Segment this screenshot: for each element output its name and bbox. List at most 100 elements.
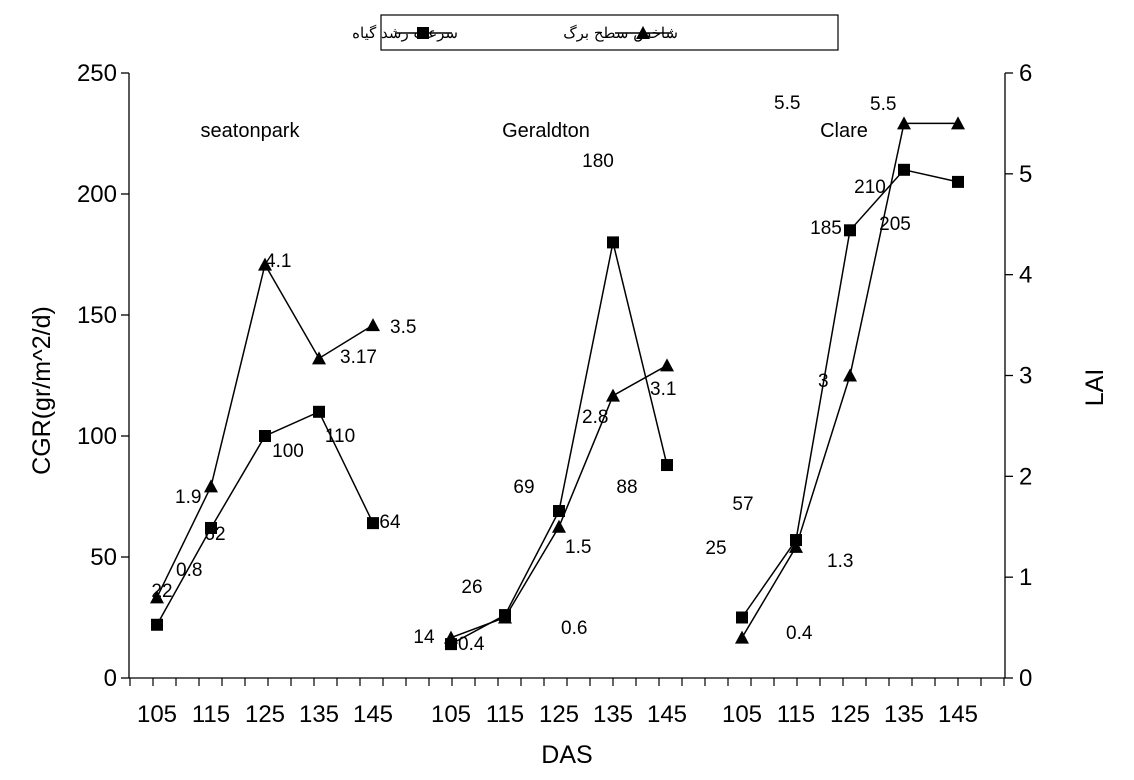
- cgr-line: [450, 242, 668, 645]
- group-label: Geraldton: [502, 120, 590, 142]
- cgr-data-label: 185: [810, 218, 842, 239]
- lai-point: [150, 590, 164, 604]
- y-tick-label: 0: [104, 665, 117, 692]
- lai-data-label: 0.4: [786, 623, 813, 644]
- lai-point: [444, 630, 458, 644]
- lai-data-label: 0.6: [561, 618, 587, 639]
- lai-point: [366, 318, 380, 332]
- lai-point: [606, 388, 620, 402]
- lai-point: [951, 116, 965, 130]
- cgr-data-label: 64: [379, 512, 401, 533]
- lai-data-label: 1.5: [565, 537, 591, 558]
- y2-tick-label: 2: [1019, 463, 1032, 490]
- y-tick-label: 100: [77, 423, 117, 450]
- y-tick-label: 150: [77, 302, 117, 329]
- lai-point: [735, 630, 749, 644]
- lai-data-label: 2.8: [582, 407, 608, 428]
- cgr-data-label: 88: [616, 477, 637, 498]
- cgr-data-label: 180: [582, 151, 614, 172]
- lai-point: [897, 116, 911, 130]
- cgr-data-label: 14: [413, 627, 435, 648]
- lai-point: [843, 368, 857, 382]
- cgr-data-label: 22: [151, 581, 172, 602]
- x-tick-label: 115: [192, 701, 230, 728]
- lai-point: [312, 351, 326, 365]
- y2-tick-label: 3: [1019, 363, 1032, 390]
- cgr-point: [553, 505, 565, 518]
- cgr-point: [607, 236, 619, 249]
- y2-tick-label: 6: [1019, 60, 1032, 87]
- lai-data-label: 4.1: [265, 251, 291, 272]
- lai-data-label: 1.9: [175, 487, 201, 508]
- x-tick-label: 125: [830, 701, 870, 728]
- cgr-data-label: 26: [461, 577, 482, 598]
- cgr-point: [952, 175, 964, 188]
- x-tick-label: 145: [647, 701, 687, 728]
- group-clare: 105 115 125 135 145 Clare 25 57 185 210 205 0.4 1.3 3…: [705, 93, 978, 728]
- x-tick-label: 105: [431, 701, 471, 728]
- y-axis-title: CGR(gr/m^2/d): [28, 306, 56, 475]
- cgr-data-label: 100: [272, 441, 304, 462]
- x-tick-label: 115: [486, 701, 524, 728]
- cgr-point: [898, 163, 910, 176]
- lai-data-label: 0.8: [176, 560, 202, 581]
- x-tick-label: 145: [938, 701, 978, 728]
- legend-lai-marker: [636, 26, 650, 39]
- y-tick-label: 200: [77, 181, 117, 208]
- x-tick-label: 145: [353, 701, 393, 728]
- x-tick-label: 125: [245, 701, 285, 728]
- axes: 0 50 100 150 200 250 0 1 2 3 4 5 6 CGR(gr/m^2/d) LAI DA…: [28, 60, 1109, 769]
- lai-point: [498, 610, 512, 624]
- lai-point: [660, 358, 674, 372]
- legend-box: [380, 14, 839, 51]
- lai-point: [552, 519, 566, 533]
- cgr-point: [844, 224, 856, 237]
- group-geraldton: 105 115 125 135 145 Geraldton 14 26 69 180 88 0.4 0.…: [413, 120, 687, 728]
- group-seatonpark: 105 115 125 135 145 seatonpark 22 62 100 110 64 0.8…: [137, 120, 416, 728]
- x-tick-label: 135: [593, 701, 633, 728]
- lai-data-label: 5.5: [870, 94, 896, 115]
- lai-data-label: 0.4: [458, 634, 485, 655]
- y2-tick-label: 5: [1019, 161, 1032, 188]
- legend: سرعت رشد گیاه شاخص سطح برگ: [352, 14, 839, 51]
- lai-data-label: 1.3: [827, 551, 853, 572]
- cgr-data-label: 205: [879, 214, 911, 235]
- cgr-point: [151, 618, 163, 631]
- x-tick-label: 105: [722, 701, 762, 728]
- y-tick-label: 250: [77, 60, 117, 87]
- lai-point: [204, 479, 218, 493]
- x-tick-label: 115: [777, 701, 815, 728]
- cgr-point: [205, 521, 217, 534]
- lai-data-label: 3: [818, 371, 829, 392]
- x-tick-label: 135: [299, 701, 339, 728]
- cgr-data-label: 62: [204, 524, 225, 545]
- y2-tick-label: 0: [1019, 665, 1032, 692]
- y-tick-label: 50: [90, 544, 117, 571]
- cgr-point: [661, 459, 673, 472]
- groups: 105 115 125 135 145 seatonpark 22 62 100 110 64 0.8…: [137, 93, 978, 728]
- lai-data-label: 5.5: [774, 93, 800, 114]
- cgr-data-label: 69: [513, 477, 534, 498]
- group-label: seatonpark: [201, 120, 301, 142]
- cgr-point: [259, 430, 271, 442]
- lai-point: [258, 257, 272, 271]
- legend-lai-label: شاخص سطح برگ: [563, 24, 678, 42]
- lai-point: [789, 539, 803, 553]
- lai-line: [450, 364, 668, 639]
- x-tick-label: 125: [539, 701, 579, 728]
- cgr-point: [367, 517, 379, 530]
- cgr-data-label: 57: [732, 494, 753, 515]
- x-axis-title: DAS: [541, 741, 592, 769]
- x-tick-label: 135: [884, 701, 924, 728]
- lai-data-label: 3.17: [340, 347, 377, 368]
- y2-tick-label: 4: [1019, 262, 1032, 289]
- y2-axis-title: LAI: [1081, 369, 1109, 407]
- cgr-data-label: 25: [705, 538, 726, 559]
- legend-cgr-marker: [417, 27, 429, 39]
- cgr-data-label: 210: [854, 177, 886, 198]
- lai-data-label: 3.1: [650, 379, 676, 400]
- group-label: Clare: [820, 120, 868, 142]
- legend-cgr-label: سرعت رشد گیاه: [352, 24, 458, 42]
